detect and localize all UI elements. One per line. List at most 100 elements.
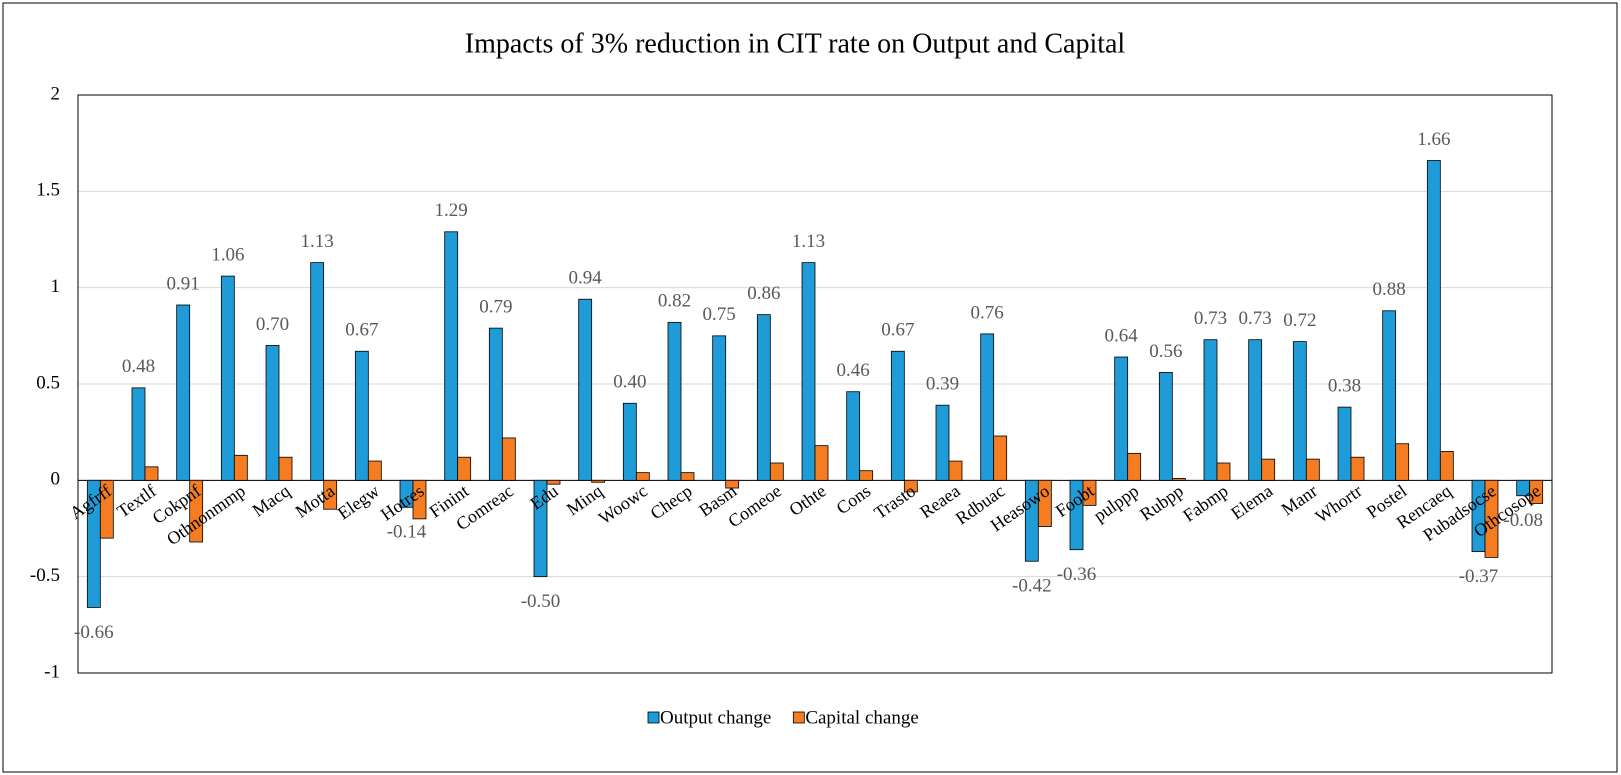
bar — [323, 479, 338, 510]
value-label: -0.50 — [521, 591, 561, 612]
value-label: -0.66 — [74, 622, 114, 643]
bar — [769, 462, 784, 481]
bar — [176, 304, 191, 481]
bar — [578, 298, 593, 481]
value-label: 0.88 — [1373, 279, 1406, 300]
bar — [501, 437, 516, 481]
value-label: 0.75 — [703, 304, 736, 325]
value-label: 0.73 — [1194, 308, 1227, 329]
bar — [278, 456, 293, 481]
value-label: 0.56 — [1149, 341, 1182, 362]
plot-border — [77, 94, 1553, 674]
bar — [457, 456, 472, 481]
value-label: 0.70 — [256, 314, 289, 335]
bar — [1337, 406, 1352, 481]
value-label: 0.82 — [658, 291, 691, 312]
value-label: 1.66 — [1417, 129, 1450, 150]
bar — [99, 479, 114, 539]
bar — [1439, 451, 1454, 481]
value-label: 0.72 — [1283, 310, 1316, 331]
bar — [1216, 462, 1231, 481]
bar — [265, 345, 280, 481]
bar — [712, 335, 727, 481]
bar — [1382, 310, 1397, 481]
bar — [189, 479, 204, 543]
bar — [1426, 160, 1441, 481]
bar — [801, 262, 816, 481]
bar — [1261, 458, 1276, 481]
bar — [948, 460, 963, 481]
value-label: -0.37 — [1459, 566, 1499, 587]
value-label: 0.73 — [1239, 308, 1272, 329]
value-label: 0.38 — [1328, 375, 1361, 396]
value-label: 0.64 — [1105, 325, 1139, 346]
bar — [591, 479, 606, 483]
value-label: -0.08 — [1503, 510, 1543, 531]
bar — [622, 402, 637, 481]
bar — [903, 479, 918, 493]
y-tick-label: -1 — [44, 661, 60, 682]
bar — [1069, 479, 1084, 551]
legend-label: Capital change — [805, 707, 918, 728]
value-label: 0.94 — [569, 268, 603, 289]
bar — [1484, 479, 1499, 558]
bar — [1529, 479, 1544, 504]
value-label: 1.13 — [301, 231, 334, 252]
value-label: 1.29 — [435, 200, 468, 221]
y-tick-label: 0.5 — [36, 372, 60, 393]
bar — [725, 479, 740, 489]
bar — [859, 470, 874, 481]
bar — [233, 454, 248, 481]
bar — [546, 479, 561, 485]
value-label: 0.67 — [345, 320, 378, 341]
legend-swatch — [792, 711, 805, 724]
value-label: 0.39 — [926, 374, 959, 395]
bar — [1395, 443, 1410, 481]
bar — [488, 327, 503, 481]
value-label: 0.86 — [747, 283, 780, 304]
bar — [935, 404, 950, 481]
y-tick-label: 0 — [51, 469, 61, 490]
bar — [1114, 356, 1129, 481]
bar — [1292, 341, 1307, 481]
bar — [1248, 339, 1263, 481]
value-label: 1.13 — [792, 231, 825, 252]
value-label: -0.14 — [387, 522, 427, 543]
y-tick-label: -0.5 — [30, 565, 60, 586]
bar — [635, 472, 650, 481]
value-label: 0.76 — [971, 302, 1004, 323]
bar — [412, 479, 427, 520]
bar — [756, 314, 771, 481]
bar — [310, 262, 325, 481]
value-label: 0.48 — [122, 356, 155, 377]
value-label: 0.79 — [479, 296, 512, 317]
value-label: 0.67 — [881, 320, 914, 341]
value-label: 0.91 — [167, 273, 200, 294]
value-label: -0.42 — [1012, 576, 1052, 597]
y-tick-label: 1.5 — [36, 180, 60, 201]
value-label: 0.40 — [613, 372, 646, 393]
bar — [667, 321, 682, 481]
bar — [680, 472, 695, 481]
bar — [1203, 339, 1218, 481]
bar — [444, 231, 459, 481]
bar — [144, 466, 159, 481]
bar — [533, 479, 548, 578]
bar — [86, 479, 101, 608]
bar — [354, 350, 369, 481]
bar — [1127, 452, 1142, 481]
legend-label: Output change — [660, 707, 771, 728]
value-label: 1.06 — [211, 244, 244, 265]
y-tick-label: 1 — [51, 276, 61, 297]
bar — [1037, 479, 1052, 527]
bar — [1305, 458, 1320, 481]
bar — [890, 350, 905, 481]
bar — [367, 460, 382, 481]
chart-title: Impacts of 3% reduction in CIT rate on O… — [465, 28, 1126, 59]
bar — [1171, 478, 1186, 481]
value-label: -0.36 — [1057, 564, 1097, 585]
y-tick-label: 2 — [51, 83, 61, 104]
bar — [1158, 372, 1173, 481]
bar — [1350, 456, 1365, 481]
